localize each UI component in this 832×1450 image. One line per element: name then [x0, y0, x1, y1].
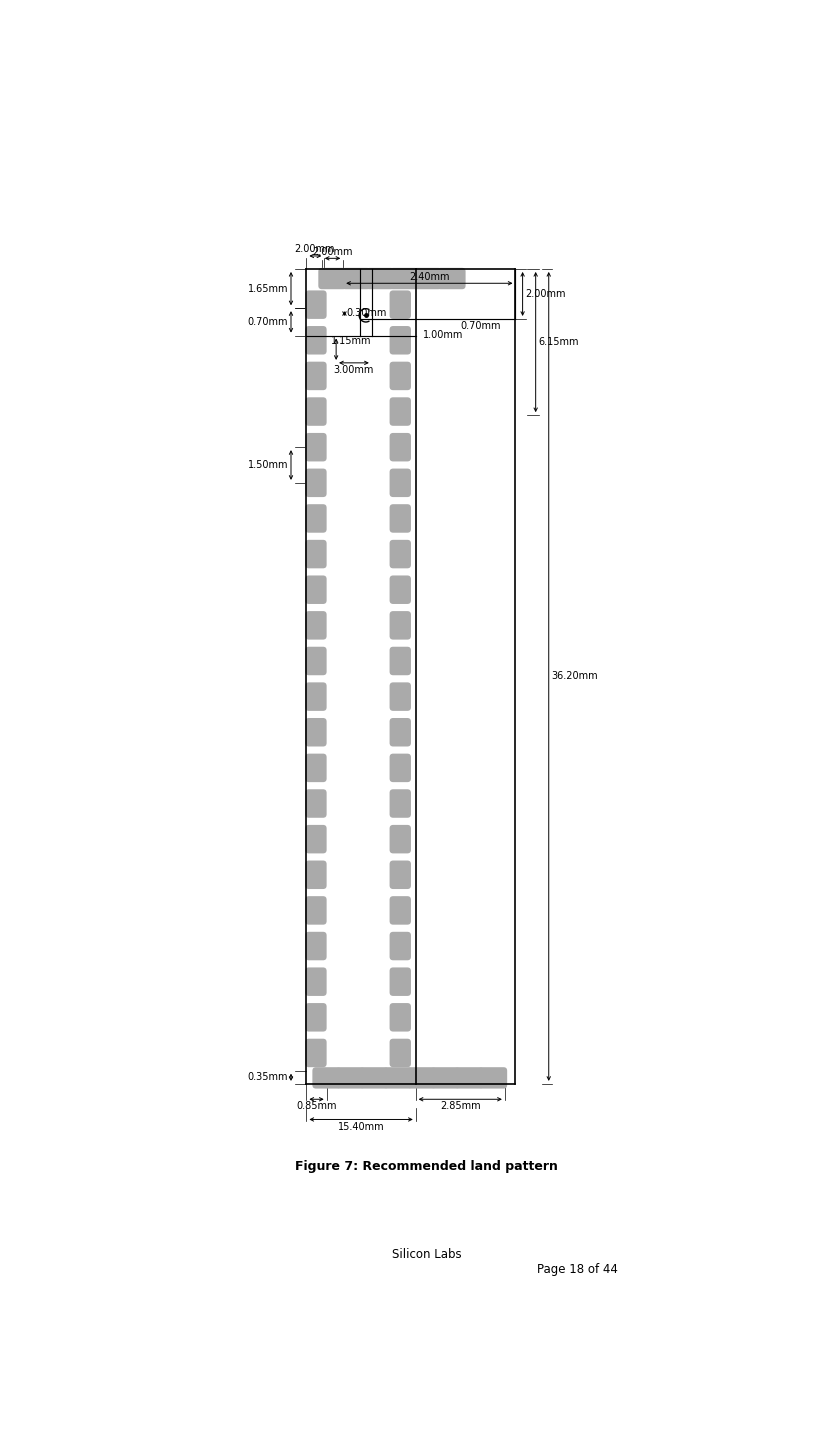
FancyBboxPatch shape [305, 361, 327, 390]
FancyBboxPatch shape [305, 505, 327, 532]
FancyBboxPatch shape [389, 505, 411, 532]
FancyBboxPatch shape [305, 1003, 327, 1031]
FancyBboxPatch shape [389, 1003, 411, 1031]
Text: Page 18 of 44: Page 18 of 44 [537, 1263, 617, 1276]
FancyBboxPatch shape [389, 896, 411, 925]
Text: 2.00mm: 2.00mm [526, 289, 566, 299]
FancyBboxPatch shape [389, 576, 411, 605]
FancyBboxPatch shape [305, 397, 327, 426]
FancyBboxPatch shape [305, 647, 327, 676]
FancyBboxPatch shape [305, 1038, 327, 1067]
FancyBboxPatch shape [305, 718, 327, 747]
FancyBboxPatch shape [389, 825, 411, 854]
Text: 15.40mm: 15.40mm [338, 1122, 384, 1131]
Text: 0.70mm: 0.70mm [461, 320, 502, 331]
FancyBboxPatch shape [305, 860, 327, 889]
Text: 3.00mm: 3.00mm [334, 364, 374, 374]
FancyBboxPatch shape [408, 1067, 436, 1089]
Text: 2.85mm: 2.85mm [440, 1102, 481, 1111]
Text: 2.00mm: 2.00mm [295, 244, 335, 254]
Text: 36.20mm: 36.20mm [552, 671, 598, 682]
Text: Silicon Labs: Silicon Labs [392, 1248, 461, 1262]
Text: 6.15mm: 6.15mm [538, 336, 579, 347]
FancyBboxPatch shape [305, 539, 327, 568]
FancyBboxPatch shape [305, 896, 327, 925]
Text: 1.15mm: 1.15mm [331, 336, 372, 345]
FancyBboxPatch shape [305, 434, 327, 461]
FancyBboxPatch shape [389, 647, 411, 676]
FancyBboxPatch shape [431, 1067, 459, 1089]
Text: 2.00mm: 2.00mm [312, 247, 353, 257]
FancyBboxPatch shape [389, 397, 411, 426]
FancyBboxPatch shape [312, 1067, 341, 1089]
FancyBboxPatch shape [305, 576, 327, 605]
FancyBboxPatch shape [389, 468, 411, 497]
FancyBboxPatch shape [305, 610, 327, 639]
Text: Figure 7: Recommended land pattern: Figure 7: Recommended land pattern [295, 1160, 557, 1173]
FancyBboxPatch shape [360, 1067, 389, 1089]
FancyBboxPatch shape [389, 754, 411, 782]
FancyBboxPatch shape [437, 268, 466, 289]
FancyBboxPatch shape [389, 683, 411, 710]
FancyBboxPatch shape [305, 683, 327, 710]
FancyBboxPatch shape [305, 468, 327, 497]
FancyBboxPatch shape [414, 268, 442, 289]
FancyBboxPatch shape [389, 610, 411, 639]
FancyBboxPatch shape [366, 268, 394, 289]
FancyBboxPatch shape [389, 718, 411, 747]
Text: 0.35mm: 0.35mm [248, 1073, 288, 1082]
FancyBboxPatch shape [305, 326, 327, 355]
FancyBboxPatch shape [384, 1067, 412, 1089]
FancyBboxPatch shape [319, 268, 347, 289]
Text: 1.00mm: 1.00mm [423, 331, 463, 341]
FancyBboxPatch shape [305, 825, 327, 854]
FancyBboxPatch shape [305, 290, 327, 319]
Text: 2.40mm: 2.40mm [409, 271, 449, 281]
FancyBboxPatch shape [389, 539, 411, 568]
FancyBboxPatch shape [389, 860, 411, 889]
Text: 0.70mm: 0.70mm [248, 318, 288, 326]
FancyBboxPatch shape [389, 268, 418, 289]
FancyBboxPatch shape [389, 361, 411, 390]
FancyBboxPatch shape [305, 789, 327, 818]
FancyBboxPatch shape [389, 932, 411, 960]
FancyBboxPatch shape [389, 434, 411, 461]
FancyBboxPatch shape [336, 1067, 364, 1089]
FancyBboxPatch shape [305, 754, 327, 782]
FancyBboxPatch shape [478, 1067, 508, 1089]
FancyBboxPatch shape [389, 290, 411, 319]
FancyBboxPatch shape [305, 967, 327, 996]
FancyBboxPatch shape [305, 932, 327, 960]
FancyBboxPatch shape [389, 1038, 411, 1067]
Text: 1.50mm: 1.50mm [248, 460, 288, 470]
Text: 0.30mm: 0.30mm [346, 307, 387, 318]
FancyBboxPatch shape [342, 268, 370, 289]
FancyBboxPatch shape [389, 326, 411, 355]
FancyBboxPatch shape [389, 789, 411, 818]
Text: 1.65mm: 1.65mm [248, 284, 288, 293]
FancyBboxPatch shape [455, 1067, 483, 1089]
FancyBboxPatch shape [389, 967, 411, 996]
Text: 0.85mm: 0.85mm [296, 1102, 337, 1111]
